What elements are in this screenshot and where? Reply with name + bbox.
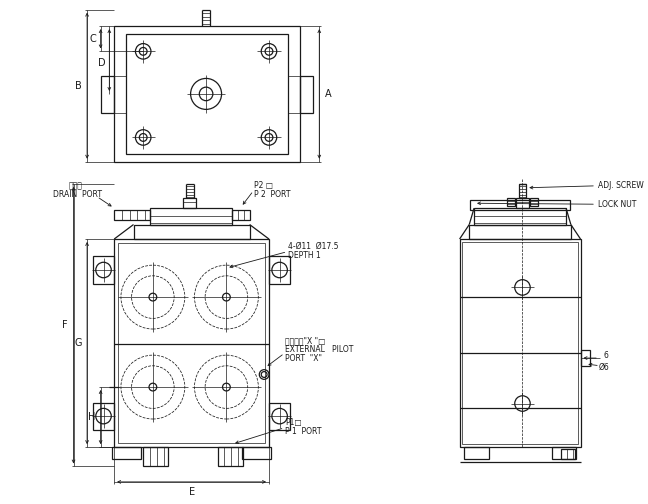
Bar (470, 201, 570, 210)
Text: PORT  "X": PORT "X" (285, 353, 323, 362)
Text: A: A (325, 89, 331, 99)
Text: Ø6: Ø6 (598, 363, 609, 372)
Text: LOCK NUT: LOCK NUT (598, 200, 636, 209)
Bar (183, 199, 196, 208)
Text: C: C (89, 34, 97, 44)
Bar (133, 224, 249, 239)
Bar (581, 350, 590, 366)
Bar (551, 447, 575, 459)
Bar (114, 210, 150, 220)
Text: G: G (75, 338, 82, 348)
Text: EXTERNAL   PILOT: EXTERNAL PILOT (285, 345, 354, 354)
Bar (242, 447, 271, 459)
Bar (530, 199, 538, 206)
Bar (516, 199, 529, 208)
Text: P1□: P1□ (285, 418, 302, 427)
Bar (112, 447, 141, 459)
Text: 外部引導"X "□: 外部引導"X "□ (285, 336, 326, 345)
Text: 浅流口: 浅流口 (69, 181, 82, 191)
Text: 4-Ø11  Ø17.5: 4-Ø11 Ø17.5 (288, 242, 339, 251)
Bar (114, 239, 269, 447)
Text: B: B (75, 81, 82, 91)
Text: DRAIN  PORT: DRAIN PORT (53, 190, 102, 199)
Bar (218, 447, 243, 466)
Bar (300, 77, 314, 113)
Bar (143, 447, 168, 466)
Bar (100, 77, 114, 113)
Bar (269, 257, 290, 284)
Text: P 1  PORT: P 1 PORT (285, 427, 322, 436)
Bar (150, 208, 232, 224)
Text: F: F (62, 320, 67, 330)
Bar (518, 184, 526, 199)
Text: DEPTH 1: DEPTH 1 (288, 251, 321, 260)
Text: P2 □: P2 □ (255, 181, 273, 191)
Text: D: D (98, 58, 106, 68)
Bar (561, 449, 575, 459)
Bar (507, 199, 515, 206)
Bar (93, 257, 114, 284)
Bar (114, 26, 300, 162)
Bar (474, 208, 566, 224)
Bar (232, 210, 249, 220)
Text: 6: 6 (603, 351, 608, 360)
Text: E: E (189, 486, 194, 496)
Bar (118, 243, 265, 443)
Text: H: H (88, 412, 96, 422)
Text: ADJ. SCREW: ADJ. SCREW (598, 181, 643, 191)
Text: P 2  PORT: P 2 PORT (255, 190, 291, 199)
Bar (469, 224, 571, 239)
Bar (463, 242, 577, 444)
Bar (126, 34, 288, 154)
Bar (93, 403, 114, 429)
Bar (459, 239, 581, 447)
Bar (465, 447, 489, 459)
Bar (269, 403, 290, 429)
